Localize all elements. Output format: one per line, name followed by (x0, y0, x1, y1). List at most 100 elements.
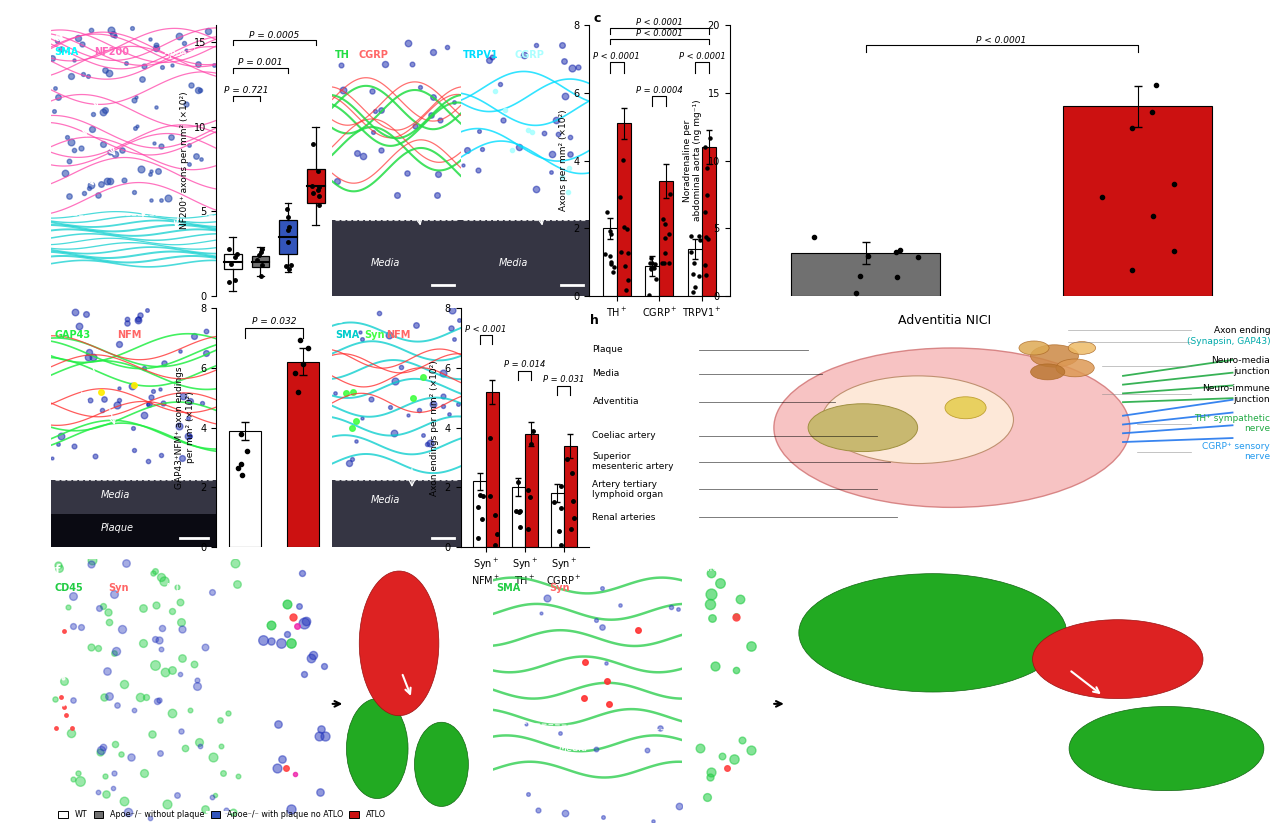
Bar (512, 487, 525, 547)
Text: Plaque: Plaque (101, 524, 133, 534)
Ellipse shape (799, 574, 1066, 692)
Text: $Apoe^{-/-}$: $Apoe^{-/-}$ (164, 47, 202, 61)
Y-axis label: Axons per mm² (×10²): Axons per mm² (×10²) (558, 110, 567, 211)
Bar (273, 750, 298, 786)
Text: P < 0.0001: P < 0.0001 (594, 52, 640, 60)
Text: P < 0.0001: P < 0.0001 (977, 36, 1027, 44)
Text: Confocal: Confocal (251, 565, 291, 573)
Bar (51, 513, 216, 547)
Text: Superior
mesenteric artery: Superior mesenteric artery (593, 452, 675, 472)
Bar (596, 641, 648, 711)
Text: a: a (55, 30, 63, 44)
Text: c: c (594, 12, 602, 24)
Text: f: f (55, 565, 60, 577)
Text: Media: Media (593, 369, 620, 378)
Bar (461, 221, 589, 296)
Text: GAP43: GAP43 (55, 330, 91, 340)
Bar (229, 430, 261, 547)
Bar (687, 248, 701, 296)
Bar (659, 181, 673, 296)
Ellipse shape (1019, 341, 1050, 355)
Text: Media: Media (104, 201, 133, 211)
Text: ATLO: ATLO (165, 583, 189, 593)
Ellipse shape (1069, 341, 1096, 354)
Text: Plaque: Plaque (104, 280, 137, 290)
Text: TRPV1: TRPV1 (463, 50, 499, 60)
Text: P < 0.001: P < 0.001 (466, 325, 507, 334)
Ellipse shape (347, 699, 408, 799)
Text: SMA: SMA (55, 47, 79, 57)
Text: e: e (335, 313, 343, 326)
Y-axis label: GAP43⁺NFM⁺ axon endings
per mm² (×10²): GAP43⁺NFM⁺ axon endings per mm² (×10²) (175, 367, 195, 489)
Bar (550, 493, 563, 547)
Text: P = 0.0004: P = 0.0004 (636, 86, 682, 95)
Text: TH: TH (335, 50, 349, 60)
Legend: WT, Apoe⁻/⁻ without plaque, Apoe⁻/⁻ with plaque no ATLO, ATLO: WT, Apoe⁻/⁻ without plaque, Apoe⁻/⁻ with… (55, 807, 389, 822)
Text: Neuro-immune
junction: Neuro-immune junction (1202, 384, 1270, 404)
Bar (714, 750, 740, 786)
Text: P = 0.721: P = 0.721 (224, 86, 269, 96)
Bar (474, 482, 486, 547)
Ellipse shape (1069, 706, 1263, 790)
Bar (563, 446, 576, 547)
Ellipse shape (1056, 359, 1094, 377)
Text: NF200: NF200 (95, 47, 129, 57)
Text: Adventitia NICI: Adventitia NICI (899, 314, 992, 327)
Ellipse shape (774, 348, 1130, 508)
Text: b: b (335, 30, 344, 44)
Text: (Synapsin, GAP43): (Synapsin, GAP43) (1187, 337, 1270, 347)
Bar (701, 147, 716, 296)
Text: Media: Media (101, 490, 131, 500)
Text: Artery tertiary
lymphoid organ: Artery tertiary lymphoid organ (593, 480, 663, 499)
Text: g: g (497, 565, 506, 577)
Text: Media: Media (559, 743, 589, 753)
Text: Coeliac artery: Coeliac artery (593, 431, 657, 440)
Text: P < 0.0001: P < 0.0001 (678, 52, 726, 60)
Text: P < 0.0001: P < 0.0001 (636, 18, 682, 27)
Bar (603, 228, 617, 296)
Text: P < 0.0001: P < 0.0001 (636, 29, 682, 38)
Text: STED: STED (692, 699, 716, 708)
Bar (51, 480, 216, 547)
Text: d: d (55, 313, 64, 326)
Text: CGRP⁺ sensory
nerve: CGRP⁺ sensory nerve (1202, 442, 1270, 461)
Bar (333, 221, 461, 296)
Ellipse shape (945, 397, 986, 419)
Text: Media: Media (371, 495, 401, 504)
Text: P = 0.0005: P = 0.0005 (250, 30, 300, 39)
Y-axis label: Noradrenaline per
abdominal aorta (ng mg⁻¹): Noradrenaline per abdominal aorta (ng mg… (682, 100, 701, 221)
Bar (617, 123, 631, 296)
Text: Syn: Syn (549, 583, 570, 593)
Text: STED: STED (251, 699, 274, 708)
Ellipse shape (822, 376, 1014, 463)
Text: CGRP: CGRP (358, 50, 388, 60)
Text: P = 0.031: P = 0.031 (543, 375, 585, 384)
Bar (1062, 107, 1212, 296)
Y-axis label: NF200⁺ axons per mm² (×10²): NF200⁺ axons per mm² (×10²) (179, 91, 188, 230)
Ellipse shape (360, 571, 439, 716)
Text: CD45: CD45 (55, 583, 83, 593)
Text: Confocal: Confocal (692, 565, 732, 573)
Text: Media: Media (499, 258, 529, 268)
Text: Media: Media (371, 258, 401, 268)
Text: Neuro-media
junction: Neuro-media junction (1211, 357, 1270, 376)
Bar (645, 266, 659, 296)
Text: SMA: SMA (497, 583, 521, 593)
Text: Axon ending: Axon ending (1213, 326, 1270, 335)
Ellipse shape (808, 404, 918, 451)
Text: SMA: SMA (335, 330, 360, 340)
Ellipse shape (1030, 364, 1065, 380)
Text: P = 0.001: P = 0.001 (238, 58, 283, 66)
Ellipse shape (1033, 620, 1203, 699)
Text: NFM: NFM (118, 330, 142, 340)
Text: P = 0.032: P = 0.032 (252, 317, 297, 326)
Text: Syn: Syn (365, 330, 385, 340)
Text: Plaque: Plaque (593, 346, 623, 354)
Text: NFM: NFM (387, 330, 411, 340)
Bar (224, 254, 242, 269)
Text: h: h (590, 314, 599, 327)
Bar (525, 434, 538, 547)
Ellipse shape (1030, 345, 1079, 367)
Text: CGRP: CGRP (515, 50, 544, 60)
Text: TH⁺ sympathetic
nerve: TH⁺ sympathetic nerve (1194, 414, 1270, 434)
